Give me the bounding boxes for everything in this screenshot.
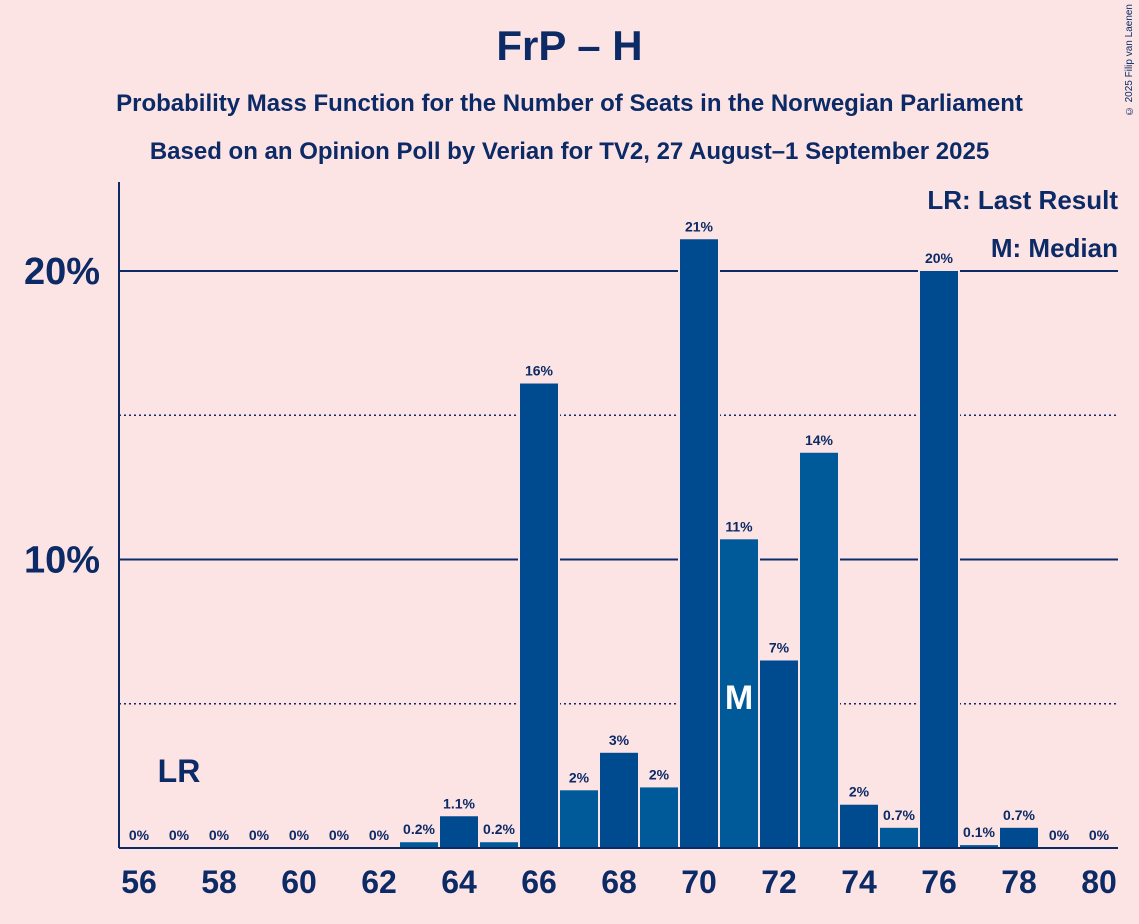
bar-seat-63 <box>400 842 438 848</box>
data-label: 0% <box>289 827 310 843</box>
x-tick-label: 76 <box>921 864 957 900</box>
bar-seat-70 <box>680 239 718 848</box>
x-tick-label: 64 <box>441 864 477 900</box>
axis-layer: 10% 20% 56 58 60 62 64 66 68 70 72 74 76 78 80 <box>24 182 1118 900</box>
bars-layer <box>398 237 1040 848</box>
data-label: 0.2% <box>483 821 515 837</box>
bar-seat-76 <box>920 271 958 848</box>
x-tick-label: 70 <box>681 864 717 900</box>
bar-seat-68 <box>600 752 638 848</box>
chart-subtitle-1: Probability Mass Function for the Number… <box>116 90 1023 117</box>
x-tick-label: 80 <box>1081 864 1117 900</box>
data-label: 0.7% <box>1003 807 1035 823</box>
legend-median: M: Median <box>991 233 1118 263</box>
x-tick-label: 72 <box>761 864 797 900</box>
y-tick-label: 20% <box>24 251 100 293</box>
bar-seat-69 <box>640 787 678 848</box>
data-label: 3% <box>609 732 630 748</box>
data-label: 0.2% <box>403 821 435 837</box>
x-tick-label: 74 <box>841 864 877 900</box>
data-label: 11% <box>725 518 753 534</box>
bar-seat-75 <box>880 827 918 848</box>
x-tick-label: 56 <box>121 864 157 900</box>
data-label: 2% <box>569 769 590 785</box>
bar-seat-67 <box>560 790 598 848</box>
data-label: 0% <box>129 827 150 843</box>
data-label: 0% <box>169 827 190 843</box>
data-label: 16% <box>525 363 554 379</box>
bar-seat-73 <box>800 452 838 848</box>
data-label: 0% <box>209 827 230 843</box>
data-label: 0% <box>369 827 390 843</box>
data-label: 0.7% <box>883 807 915 823</box>
data-label: 0% <box>1089 827 1110 843</box>
data-label: 0% <box>329 827 350 843</box>
bar-seat-65 <box>480 842 518 848</box>
x-tick-label: 62 <box>361 864 397 900</box>
data-label: 0.1% <box>963 824 995 840</box>
data-label: 20% <box>925 250 954 266</box>
data-label: 0% <box>1049 827 1070 843</box>
bar-seat-66 <box>520 383 558 848</box>
grid-layer <box>119 270 1118 705</box>
data-label: 1.1% <box>443 795 475 811</box>
bar-seat-77 <box>960 845 998 848</box>
data-label: 0% <box>249 827 270 843</box>
legend-last-result: LR: Last Result <box>927 185 1118 215</box>
bar-seat-72 <box>760 660 798 848</box>
data-label: 21% <box>685 218 714 234</box>
chart-subtitle-2: Based on an Opinion Poll by Verian for T… <box>149 138 990 165</box>
x-tick-label: 68 <box>601 864 637 900</box>
y-tick-label: 10% <box>24 540 100 582</box>
median-marker: M <box>725 679 753 717</box>
x-tick-label: 60 <box>281 864 317 900</box>
data-label: 2% <box>649 766 670 782</box>
bar-seat-71 <box>720 539 758 848</box>
x-tick-label: 78 <box>1001 864 1037 900</box>
bar-seat-74 <box>840 804 878 848</box>
data-label: 2% <box>849 784 870 800</box>
x-tick-label: 58 <box>201 864 237 900</box>
data-label: 7% <box>769 639 790 655</box>
data-label: 14% <box>805 432 834 448</box>
x-tick-label: 66 <box>521 864 557 900</box>
data-labels-layer: 0% 0% 0% 0% 0% 0% 0% 0.2% 1.1% 0.2% 16% 2% 3% 2% 21% 11… <box>129 218 1110 843</box>
bar-seat-64 <box>440 816 478 848</box>
last-result-marker: LR <box>158 753 201 789</box>
chart-title: FrP – H <box>496 22 643 69</box>
bar-seat-78 <box>1000 827 1038 848</box>
